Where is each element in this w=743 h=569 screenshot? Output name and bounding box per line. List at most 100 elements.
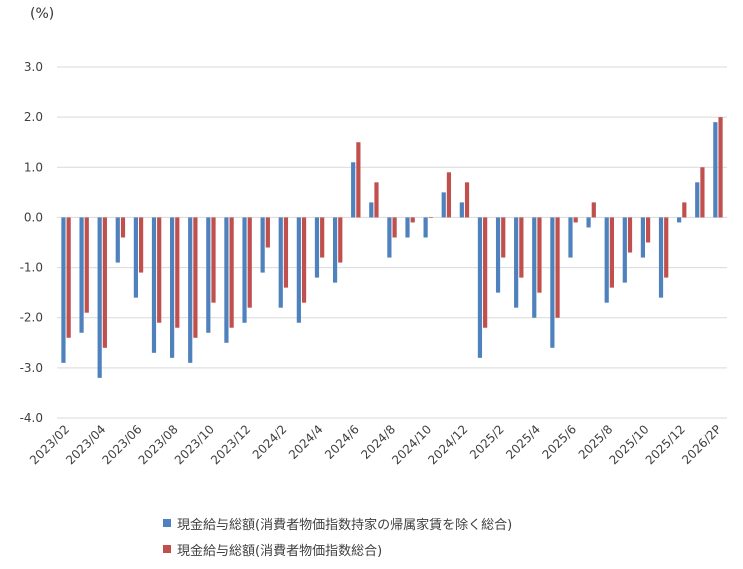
bar-red-2025-7 (591, 202, 596, 218)
bar-blue-2024-10 (423, 217, 428, 238)
y-tick-label: -2.0 (20, 311, 43, 325)
y-tick-label: 1.0 (24, 160, 43, 174)
bar-red-2025-1 (483, 217, 488, 328)
bar-blue-2025-10 (640, 217, 646, 258)
bar-blue-2023-05 (115, 217, 120, 263)
x-tick-label: 2024/2 (250, 422, 290, 462)
x-tick-label: 2025/2 (467, 422, 507, 462)
bar-red-2025-3 (519, 217, 524, 278)
bar-red-2026-1 (700, 167, 705, 218)
bar-red-2023-08 (175, 217, 180, 328)
y-tick-label: 3.0 (24, 60, 43, 74)
gridlines (57, 66, 727, 419)
x-tick-label: 2023/12 (208, 422, 253, 467)
legend-swatch-red (163, 545, 171, 553)
x-tick-label: 2024/4 (286, 422, 326, 462)
bar-blue-2024-9 (405, 217, 410, 238)
bar-red-2025-9 (627, 217, 633, 253)
bar-red-2024-9 (410, 217, 415, 223)
bars (61, 117, 723, 378)
legend-label: 現金給与総額(消費者物価指数総合) (177, 543, 383, 559)
bar-blue-2023-08 (170, 217, 175, 358)
bar-blue-2023-02 (61, 217, 66, 363)
bar-blue-2025-1 (477, 217, 483, 358)
y-tick-label: 2.0 (24, 110, 43, 124)
legend-item-real-wage-excl-rent: 現金給与総額(消費者物価指数持家の帰属家賃を除く総合) (163, 510, 512, 536)
bar-blue-2025-7 (586, 217, 591, 228)
bar-blue-2025-6 (568, 217, 573, 258)
bar-red-2023-07 (157, 217, 162, 323)
bar-red-2023-10 (211, 217, 216, 303)
bar-blue-2026-1 (695, 182, 700, 218)
bar-red-2024-1 (265, 217, 270, 248)
bar-red-2024-11 (446, 172, 452, 218)
bar-blue-2024-2 (278, 217, 283, 308)
bar-blue-2024-1 (260, 217, 265, 273)
bar-red-2023-12 (247, 217, 252, 308)
bar-red-2023-09 (193, 217, 198, 338)
legend-swatch-blue (163, 519, 171, 527)
x-tick-label: 2025/6 (539, 422, 579, 462)
bar-red-2025-12 (682, 202, 687, 218)
legend-item-real-wage-cpi-total: 現金給与総額(消費者物価指数総合) (163, 536, 512, 562)
bar-red-2024-2 (283, 217, 289, 288)
bar-blue-2024-5 (332, 217, 338, 283)
y-tick-label: -4.0 (20, 411, 43, 425)
bar-red-2024-7 (374, 182, 379, 218)
x-tick-label: 2025/12 (643, 422, 688, 467)
bar-red-2025-4 (537, 217, 542, 293)
bar-blue-2025-9 (622, 217, 627, 283)
bar-blue-2024-6 (351, 162, 356, 218)
bar-red-2024-12 (464, 182, 470, 218)
bar-blue-2023-03 (79, 217, 84, 333)
bar-blue-2025-2 (495, 217, 501, 293)
bar-blue-2025-3 (514, 217, 519, 308)
bar-red-2024-6 (356, 142, 361, 218)
bar-red-2024-5 (338, 217, 343, 263)
bar-red-2025-6 (573, 217, 578, 223)
bar-blue-2025-5 (550, 217, 555, 348)
bar-red-2026-2P (718, 117, 723, 218)
y-tick-label: -3.0 (20, 361, 43, 375)
bar-blue-2025-12 (677, 217, 682, 223)
bar-red-2023-03 (84, 217, 89, 313)
bar-blue-2023-06 (133, 217, 138, 298)
legend-label: 現金給与総額(消費者物価指数持家の帰属家賃を除く総合) (177, 517, 513, 533)
y-tick-label: 0.0 (24, 210, 43, 224)
bar-blue-2024-7 (369, 202, 374, 218)
bar-blue-2024-8 (387, 217, 392, 258)
bar-red-2025-2 (501, 217, 506, 258)
bar-red-2024-10 (428, 217, 433, 219)
bar-red-2023-04 (102, 217, 107, 348)
bar-blue-2023-09 (188, 217, 193, 363)
x-tick-label: 2024/6 (322, 422, 362, 462)
bar-blue-2025-4 (532, 217, 537, 318)
x-tick-label: 2024/12 (425, 422, 470, 467)
bar-red-2025-5 (555, 217, 560, 318)
bar-red-2024-8 (392, 217, 397, 238)
bar-blue-2024-11 (441, 192, 446, 218)
bar-red-2023-11 (229, 217, 234, 328)
bar-blue-2024-3 (296, 217, 301, 323)
bar-red-2025-11 (664, 217, 669, 278)
bar-red-2025-8 (609, 217, 614, 288)
bar-blue-2025-8 (604, 217, 609, 303)
bar-red-2023-06 (138, 217, 144, 273)
bar-red-2025-10 (646, 217, 651, 243)
bar-blue-2024-12 (459, 202, 464, 218)
y-tick-label: -1.0 (20, 261, 43, 275)
bar-blue-2026-2P (713, 122, 718, 218)
bar-red-2024-4 (320, 217, 325, 258)
x-tick-label: 2025/4 (503, 422, 543, 462)
bar-blue-2023-10 (206, 217, 211, 333)
bar-red-2023-05 (120, 217, 126, 238)
bar-red-2023-02 (66, 217, 71, 338)
bar-blue-2023-07 (151, 217, 157, 353)
x-axis-ticks: 2023/022023/042023/062023/082023/102023/… (27, 422, 724, 467)
x-tick-label: 2026/2P (679, 422, 724, 467)
bar-blue-2023-11 (224, 217, 229, 343)
bar-red-2024-3 (301, 217, 307, 303)
bar-blue-2023-04 (97, 217, 102, 378)
y-axis-unit-label: (%) (30, 6, 55, 22)
y-axis-ticks: 3.0 2.0 1.0 0.0 -1.0 -2.0 -3.0 -4.0 (20, 60, 43, 425)
